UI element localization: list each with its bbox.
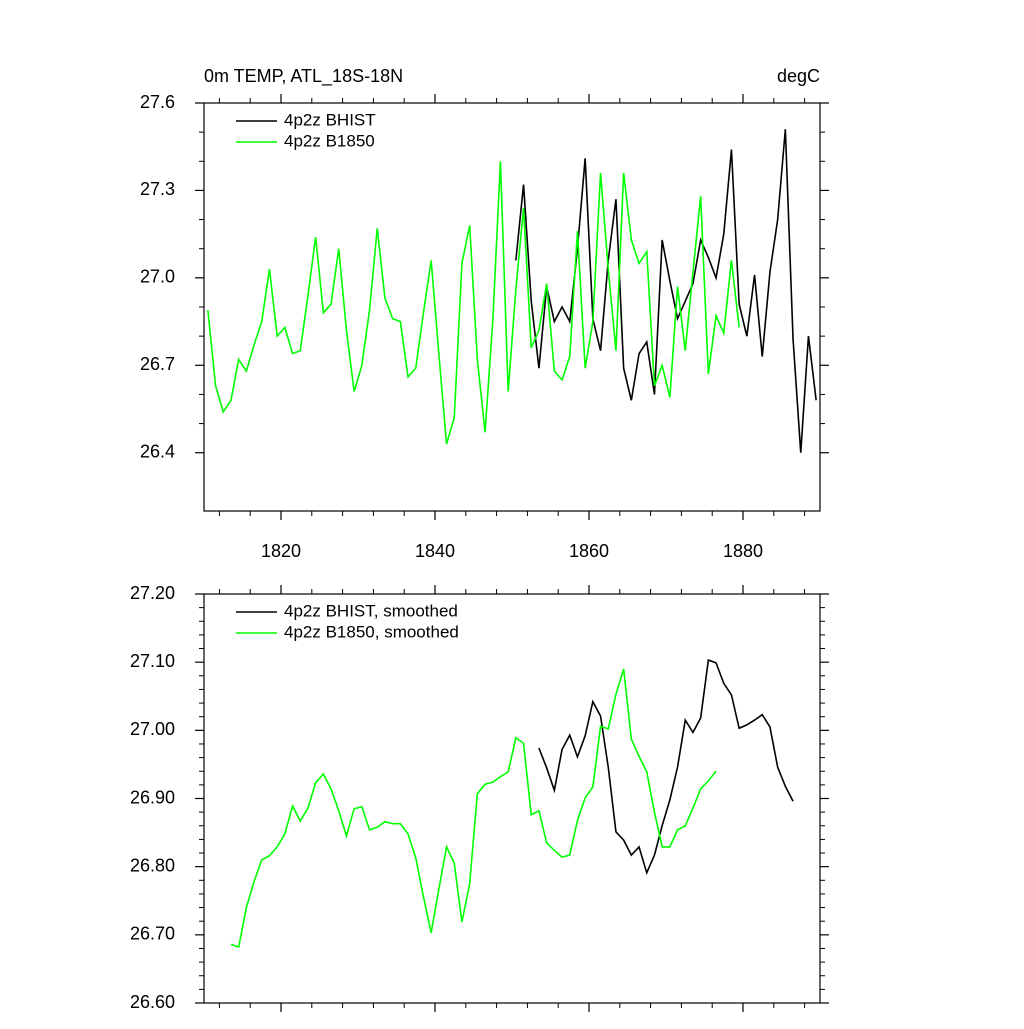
y-tick-label: 27.3 bbox=[140, 179, 175, 199]
y-tick-label: 26.7 bbox=[140, 354, 175, 374]
series-line bbox=[207, 161, 740, 445]
units-label: degC bbox=[777, 66, 820, 86]
y-tick-label: 27.0 bbox=[140, 267, 175, 287]
series-line bbox=[230, 668, 717, 949]
y-tick-label: 26.70 bbox=[130, 924, 175, 944]
y-tick-label: 26.90 bbox=[130, 787, 175, 807]
x-tick-label: 1820 bbox=[261, 541, 301, 561]
x-tick-label: 1880 bbox=[723, 541, 763, 561]
legend-label: 4p2z BHIST, smoothed bbox=[284, 601, 458, 620]
series-line bbox=[538, 659, 794, 876]
x-tick-label: 1840 bbox=[415, 541, 455, 561]
legend-label: 4p2z BHIST bbox=[284, 110, 376, 129]
y-tick-label: 27.10 bbox=[130, 651, 175, 671]
y-tick-label: 27.20 bbox=[130, 583, 175, 603]
y-tick-label: 27.00 bbox=[130, 719, 175, 739]
chart-title: 0m TEMP, ATL_18S-18N bbox=[204, 66, 403, 87]
y-tick-label: 26.60 bbox=[130, 992, 175, 1012]
y-tick-label: 27.6 bbox=[140, 92, 175, 112]
legend-label: 4p2z B1850 bbox=[284, 131, 375, 150]
x-tick-label: 1860 bbox=[569, 541, 609, 561]
legend-label: 4p2z B1850, smoothed bbox=[284, 622, 459, 641]
y-tick-label: 26.80 bbox=[130, 855, 175, 875]
series-line bbox=[515, 129, 817, 453]
y-tick-label: 26.4 bbox=[140, 441, 175, 461]
